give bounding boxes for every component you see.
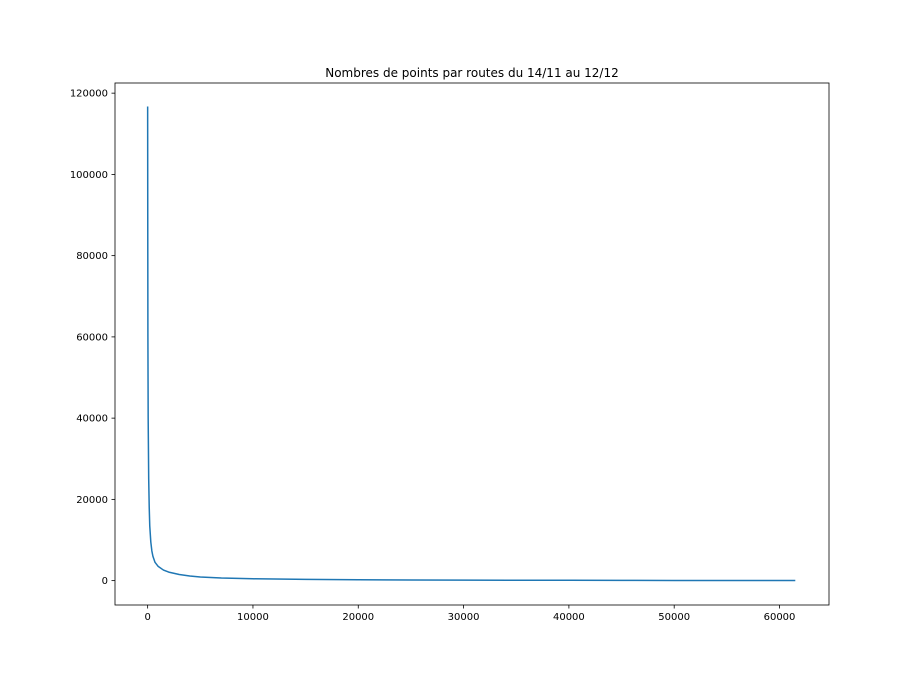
y-tick-label: 100000 xyxy=(70,170,108,181)
chart-title: Nombres de points par routes du 14/11 au… xyxy=(325,66,619,80)
y-tick-label: 60000 xyxy=(76,332,108,343)
y-tick-label: 40000 xyxy=(76,414,108,425)
x-tick-label: 50000 xyxy=(658,612,690,623)
plot-frame xyxy=(114,82,830,606)
x-axis: 0 10000 20000 30000 40000 50000 60000 xyxy=(144,605,795,623)
x-tick-label: 10000 xyxy=(237,612,269,623)
x-tick-label: 40000 xyxy=(553,612,585,623)
series-line-0 xyxy=(146,106,796,582)
x-tick-label: 30000 xyxy=(448,612,480,623)
x-tick-label: 60000 xyxy=(764,612,796,623)
y-tick-label: 20000 xyxy=(76,495,108,506)
y-tick-label: 80000 xyxy=(76,251,108,262)
y-tick-label: 0 xyxy=(102,576,108,587)
x-tick-label: 0 xyxy=(144,612,150,623)
plot-area xyxy=(146,106,796,582)
y-tick-label: 120000 xyxy=(70,89,108,100)
x-tick-label: 20000 xyxy=(342,612,374,623)
y-axis: 0 20000 40000 60000 80000 100000 120000 xyxy=(70,89,115,587)
